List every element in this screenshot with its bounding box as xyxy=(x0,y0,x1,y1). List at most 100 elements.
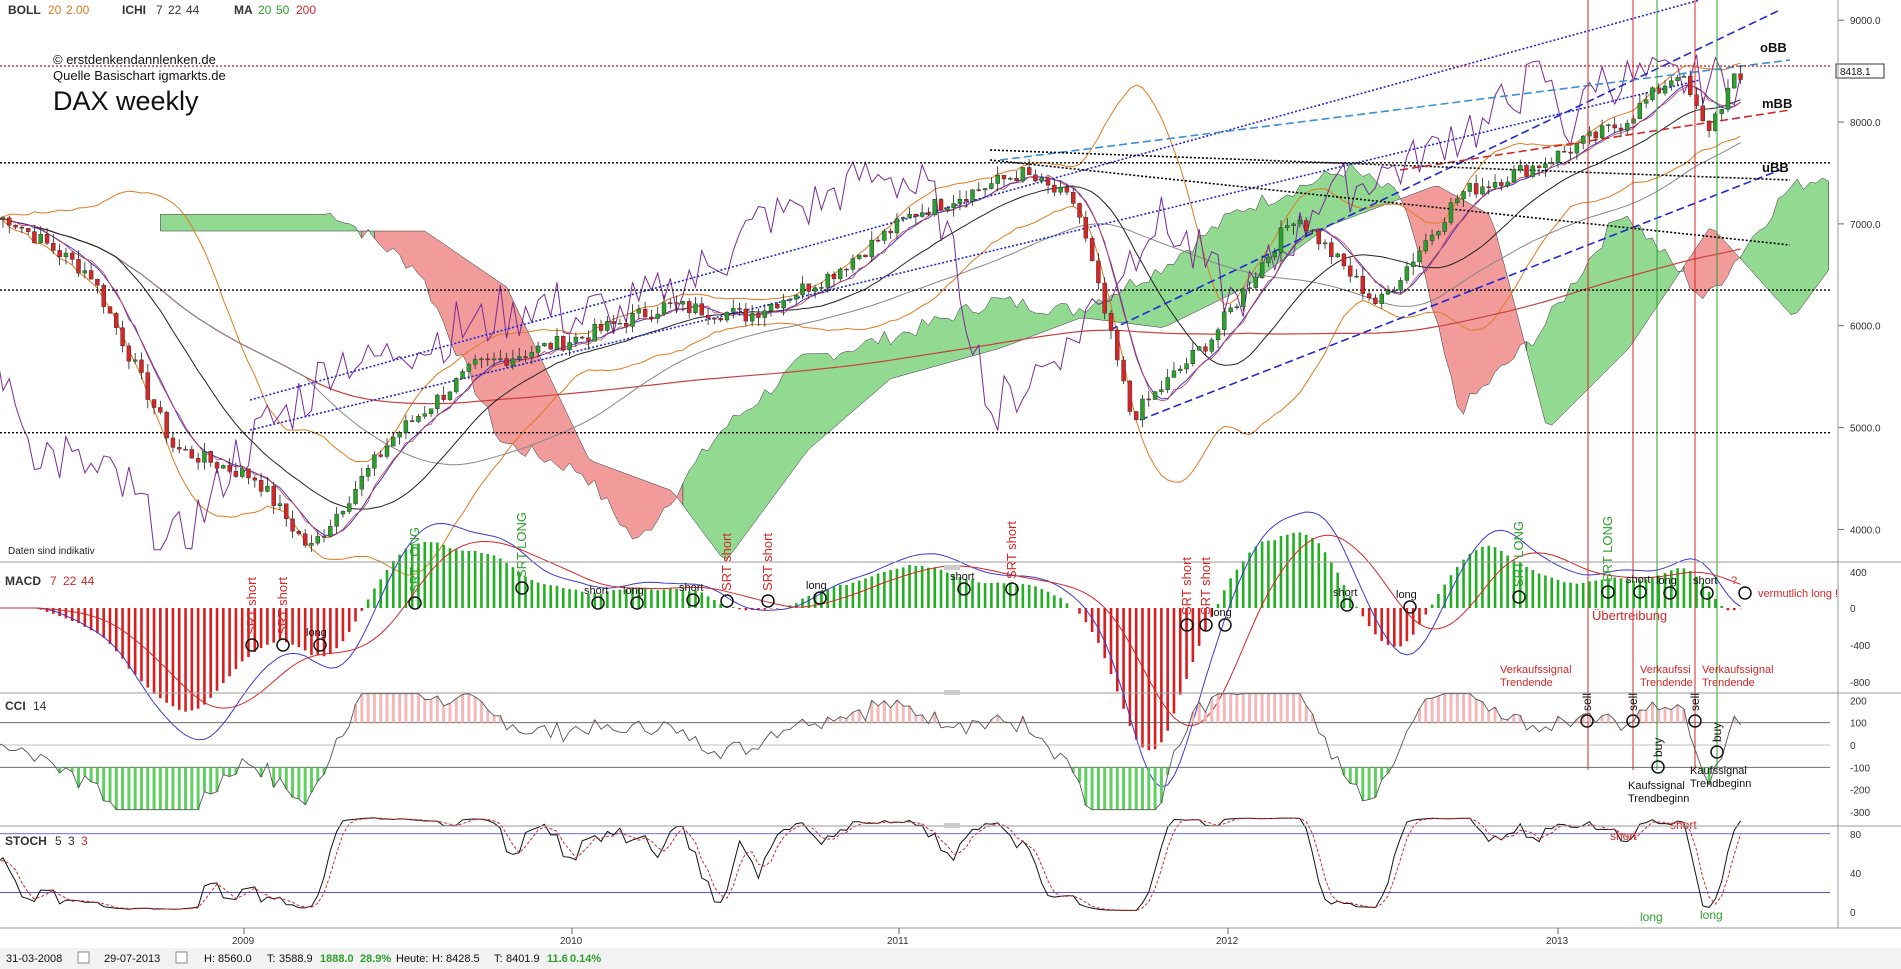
candle-body xyxy=(347,503,352,512)
macd-bar xyxy=(1418,608,1421,625)
candle-body xyxy=(1360,275,1366,294)
macd-bar xyxy=(1607,578,1610,608)
candle-body xyxy=(195,457,201,463)
candle-body xyxy=(1549,162,1554,165)
candle-body xyxy=(567,342,572,351)
macd-bar xyxy=(1090,608,1094,633)
candle-body xyxy=(365,468,371,477)
macd-bar xyxy=(681,589,685,608)
macd-bar xyxy=(631,587,634,608)
macd-signal-label: SRT short xyxy=(244,577,259,635)
candle-body xyxy=(1511,169,1517,183)
macd-bar xyxy=(820,591,823,608)
candle-body xyxy=(945,207,950,211)
macd-bar xyxy=(713,600,716,608)
calendar-icon-to[interactable] xyxy=(175,951,188,964)
candle-body xyxy=(611,321,616,324)
macd-bar xyxy=(1632,580,1635,608)
candle-body xyxy=(1631,118,1636,124)
macd-bar xyxy=(1695,576,1698,608)
stoch-name: STOCH xyxy=(5,834,47,848)
boll-param-2: 2.00 xyxy=(66,3,90,17)
macd-bar xyxy=(1399,608,1402,647)
candle-body xyxy=(1505,181,1510,187)
cci-param: 14 xyxy=(33,699,47,713)
candle-body xyxy=(1379,293,1384,304)
macd-signal-label: short xyxy=(584,585,608,597)
macd-bar xyxy=(385,569,389,608)
macd-bar xyxy=(1330,562,1333,608)
macd-signal-circle xyxy=(1663,586,1677,600)
macd-bar xyxy=(442,544,445,608)
candle-body xyxy=(825,273,830,288)
candle-body xyxy=(649,316,654,319)
candle-body xyxy=(1700,105,1706,122)
macd-bar xyxy=(1594,580,1598,608)
candle-body xyxy=(1026,167,1032,176)
macd-bar xyxy=(561,588,565,608)
stoch-param-2: 3 xyxy=(68,834,75,848)
candle-body xyxy=(1228,307,1233,313)
candle-body xyxy=(1486,186,1491,189)
candle-body xyxy=(1410,261,1416,267)
candle-body xyxy=(1259,262,1265,278)
cci-signal-circle xyxy=(1688,714,1702,728)
candle-body xyxy=(1146,398,1151,401)
pane-resize-handle xyxy=(944,690,960,695)
macd-bar xyxy=(486,553,490,608)
candle-body xyxy=(1341,253,1347,267)
candle-body xyxy=(542,343,547,347)
watermark-source: Quelle Basischart igmarkts.de xyxy=(53,68,226,83)
candle-body xyxy=(290,518,295,532)
cci-signal-label: buy xyxy=(1651,738,1665,757)
macd-bar xyxy=(549,585,552,608)
stoch-tick-label: 80 xyxy=(1850,830,1862,841)
cloud-segment-8 xyxy=(1740,177,1829,315)
footer-today-change: 11.6 xyxy=(547,953,568,965)
candle-body xyxy=(277,503,283,506)
macd-bar xyxy=(1537,573,1541,608)
macd-bar xyxy=(480,553,483,608)
pane-resize-handle xyxy=(944,565,960,570)
macd-bar xyxy=(329,608,332,654)
candle-body xyxy=(88,270,94,280)
macd-bar xyxy=(650,589,653,608)
macd-bar xyxy=(731,607,735,608)
cci-tick-label: 200 xyxy=(1850,696,1867,707)
candle-body xyxy=(1165,377,1170,390)
candle-body xyxy=(1045,177,1051,186)
macd-bar xyxy=(1569,582,1572,608)
candle-body xyxy=(258,480,264,492)
candle-body xyxy=(1436,231,1441,236)
indicator-lines xyxy=(0,54,1742,576)
macd-bar xyxy=(1078,608,1081,614)
last-price: 8418.1 xyxy=(1840,67,1871,78)
macd-signal-circle xyxy=(686,593,700,607)
candle-body xyxy=(1052,184,1057,193)
macd-bar xyxy=(1714,599,1717,608)
macd-bar xyxy=(347,608,351,632)
macd-bar xyxy=(1128,608,1132,726)
candle-body xyxy=(1140,398,1145,421)
macd-bar xyxy=(1260,541,1264,608)
macd-signal-label: long xyxy=(1656,575,1677,587)
macd-bar xyxy=(1355,606,1358,608)
calendar-icon-from[interactable] xyxy=(77,951,90,964)
macd-bar xyxy=(763,608,767,610)
candle-body xyxy=(554,336,560,350)
candle-body xyxy=(1196,346,1202,351)
macd-signal-circle xyxy=(1218,618,1232,632)
candle-body xyxy=(1014,178,1019,182)
macd-signal-line xyxy=(0,534,1741,727)
candle-body xyxy=(1461,191,1466,200)
candle-body xyxy=(82,270,88,274)
candle-body xyxy=(1738,73,1743,80)
candle-body xyxy=(856,254,862,259)
macd-signal-label: long xyxy=(1211,607,1232,619)
macd-bar xyxy=(964,579,968,608)
candle-body xyxy=(894,218,900,234)
candle-body xyxy=(693,303,698,313)
macd-bar xyxy=(1393,608,1396,647)
macd-signal-circle xyxy=(957,582,971,596)
